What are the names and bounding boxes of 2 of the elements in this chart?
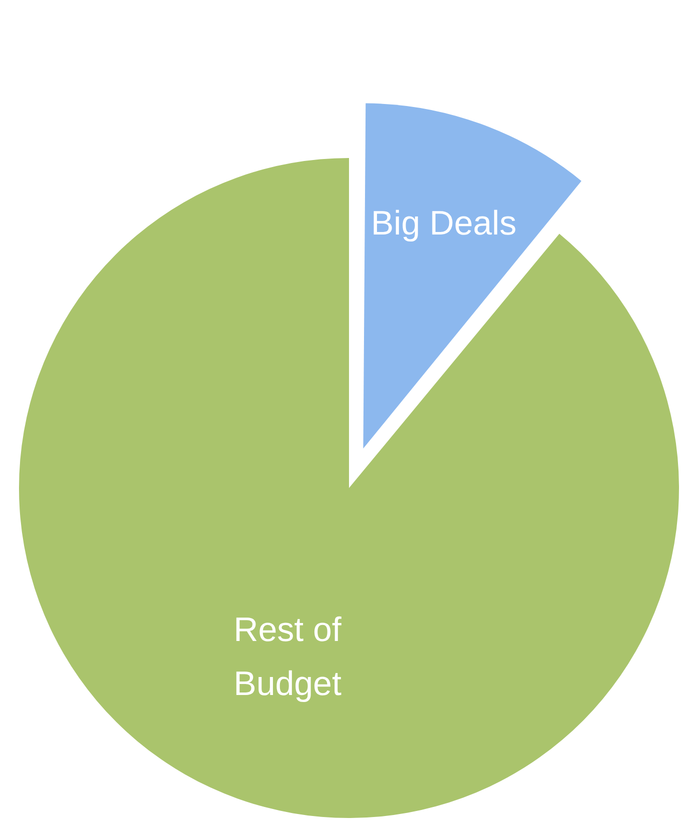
slice-label: Big Deals xyxy=(370,204,516,242)
slice-label: Rest of Budget xyxy=(234,611,342,704)
